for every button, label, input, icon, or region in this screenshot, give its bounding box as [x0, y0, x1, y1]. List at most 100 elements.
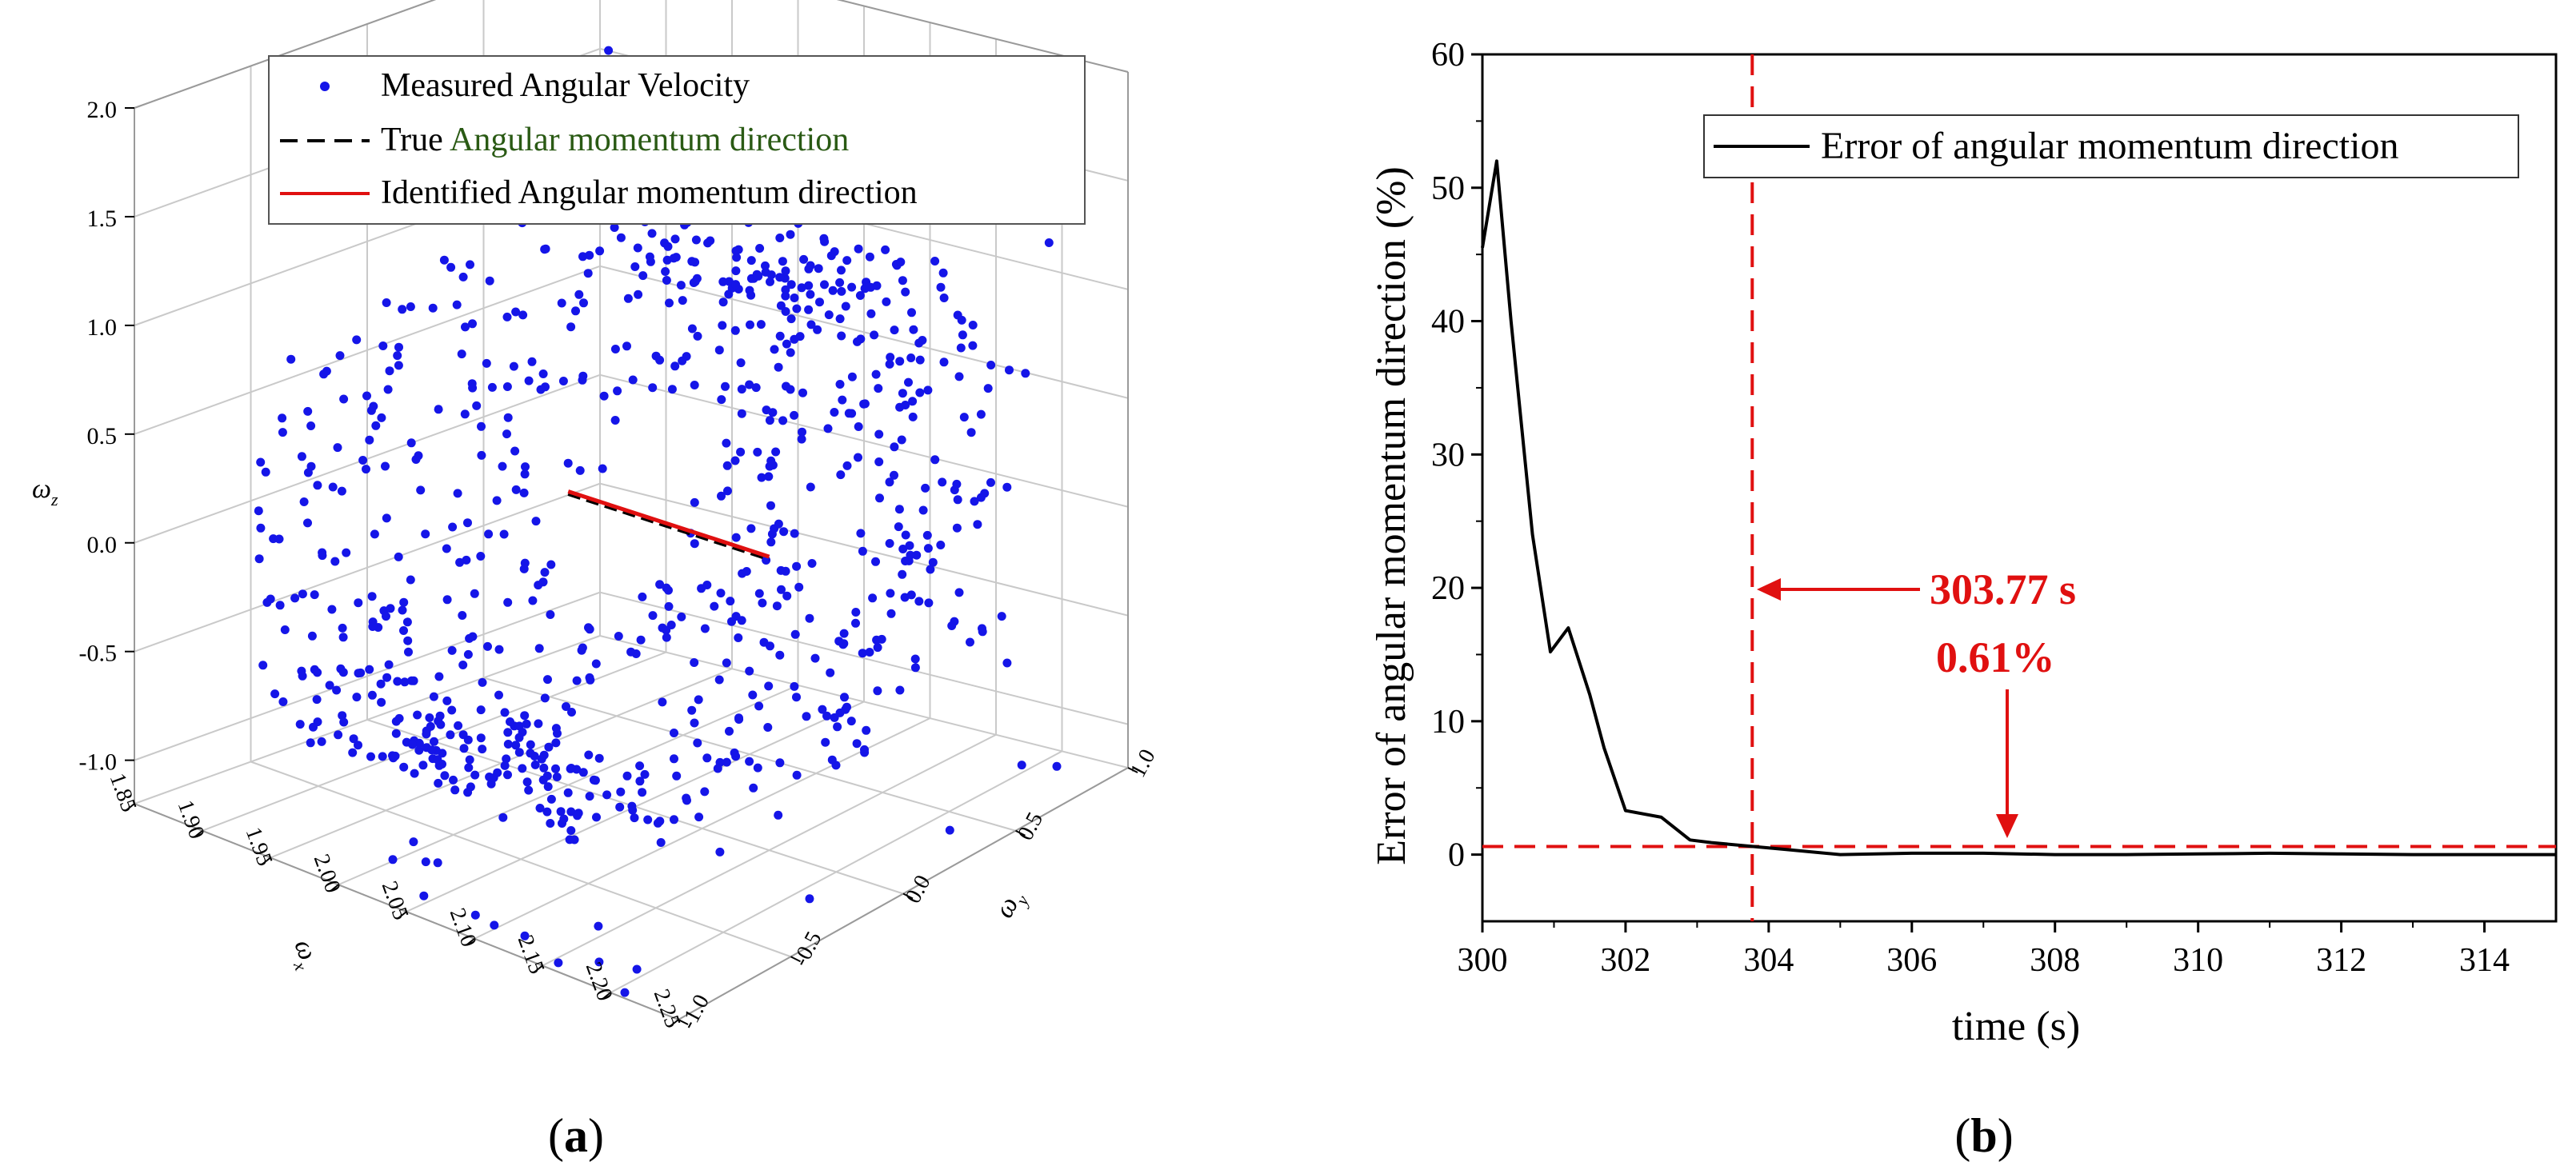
a-data-point	[575, 465, 585, 475]
a-data-point	[551, 724, 561, 733]
a-data-point	[442, 595, 452, 605]
a-data-point	[790, 293, 799, 302]
a-data-point	[574, 290, 584, 299]
a-data-point	[976, 409, 986, 419]
a-data-point	[890, 442, 899, 452]
a-data-point	[338, 623, 347, 633]
a-data-point	[354, 598, 363, 608]
a-data-point	[790, 529, 799, 538]
a-data-point	[774, 810, 783, 820]
a-data-point	[551, 764, 560, 773]
a-data-point	[864, 282, 874, 292]
a-data-point	[691, 235, 701, 245]
a-data-point	[872, 281, 882, 290]
a-data-point	[870, 330, 879, 340]
a-data-point	[539, 763, 549, 773]
a-legend-dot-marker	[320, 82, 330, 91]
a-data-point	[730, 748, 739, 757]
a-data-point	[524, 376, 534, 385]
a-data-point	[926, 565, 935, 574]
a-data-point	[908, 397, 918, 406]
a-data-point	[731, 246, 741, 256]
a-data-point	[577, 645, 586, 655]
a-data-point	[503, 413, 513, 422]
a-data-point	[907, 308, 916, 317]
a-data-point	[670, 234, 680, 244]
a-data-point	[465, 633, 474, 643]
a-data-point	[748, 690, 758, 700]
a-data-point	[762, 405, 771, 415]
a-data-point	[367, 592, 377, 601]
a-data-point	[841, 301, 850, 311]
a-data-point	[457, 349, 466, 359]
a-data-point	[450, 785, 460, 795]
a-data-point	[421, 529, 430, 539]
a-data-point	[966, 428, 976, 437]
a-data-point	[378, 341, 388, 350]
a-data-point	[447, 645, 457, 655]
a-outlier-point	[455, 557, 465, 567]
a-data-point	[338, 711, 347, 721]
a-data-point	[662, 633, 671, 642]
a-legend: Measured Angular Velocity True Angular m…	[268, 55, 1086, 225]
a-data-point	[952, 523, 962, 533]
a-data-point	[973, 520, 982, 529]
a-data-point	[906, 353, 916, 362]
a-data-point	[485, 276, 494, 286]
a-legend-label-identified: Identified Angular momentum direction	[381, 174, 918, 211]
a-data-point	[278, 428, 287, 437]
a-data-point	[766, 456, 776, 465]
b-error-line	[1481, 159, 2556, 857]
a-data-point	[846, 717, 856, 726]
a-data-point	[904, 377, 913, 387]
a-data-point	[983, 384, 993, 393]
a-outlier-point	[490, 920, 499, 930]
a-data-point	[354, 741, 362, 750]
a-data-point	[776, 565, 786, 575]
a-data-point	[794, 582, 804, 592]
a-data-point	[670, 361, 680, 371]
a-data-point	[814, 264, 823, 274]
a-data-point	[776, 301, 786, 310]
a-data-point	[774, 519, 783, 529]
a-data-point	[503, 740, 513, 749]
a-data-point	[616, 233, 626, 242]
a-data-point	[656, 838, 666, 847]
a-data-point	[871, 369, 881, 379]
a-box-edge	[836, 0, 1129, 73]
a-data-point	[382, 298, 391, 307]
a-data-point	[746, 256, 756, 266]
a-data-point	[655, 580, 665, 589]
a-data-point	[435, 711, 445, 721]
a-data-point	[790, 629, 800, 639]
a-data-point	[742, 567, 751, 576]
a-data-point	[463, 518, 472, 528]
a-outlier-point	[766, 537, 776, 547]
b-plot-border	[1481, 53, 2558, 923]
a-data-point	[836, 470, 846, 480]
a-y-tick	[678, 1019, 689, 1025]
a-data-point	[754, 589, 764, 598]
a-data-point	[900, 593, 910, 602]
a-data-point	[693, 738, 702, 748]
a-data-point	[777, 585, 786, 594]
a-data-point	[764, 472, 774, 481]
a-data-point	[910, 663, 920, 673]
a-data-point	[855, 291, 865, 300]
a-data-point	[834, 637, 844, 646]
a-data-point	[885, 539, 894, 548]
a-data-point	[986, 477, 995, 487]
a-data-point	[767, 529, 777, 539]
a-data-point	[567, 708, 576, 717]
a-data-point	[546, 819, 555, 828]
a-y-floor-gridline	[250, 761, 791, 958]
a-data-point	[502, 312, 512, 321]
a-data-point	[348, 748, 358, 757]
a-data-point	[890, 470, 898, 480]
a-data-point	[563, 458, 573, 468]
a-data-point	[715, 847, 725, 857]
a-data-point	[382, 673, 392, 682]
a-data-point	[822, 711, 831, 721]
a-data-point	[756, 320, 766, 329]
a-data-point	[821, 737, 830, 747]
